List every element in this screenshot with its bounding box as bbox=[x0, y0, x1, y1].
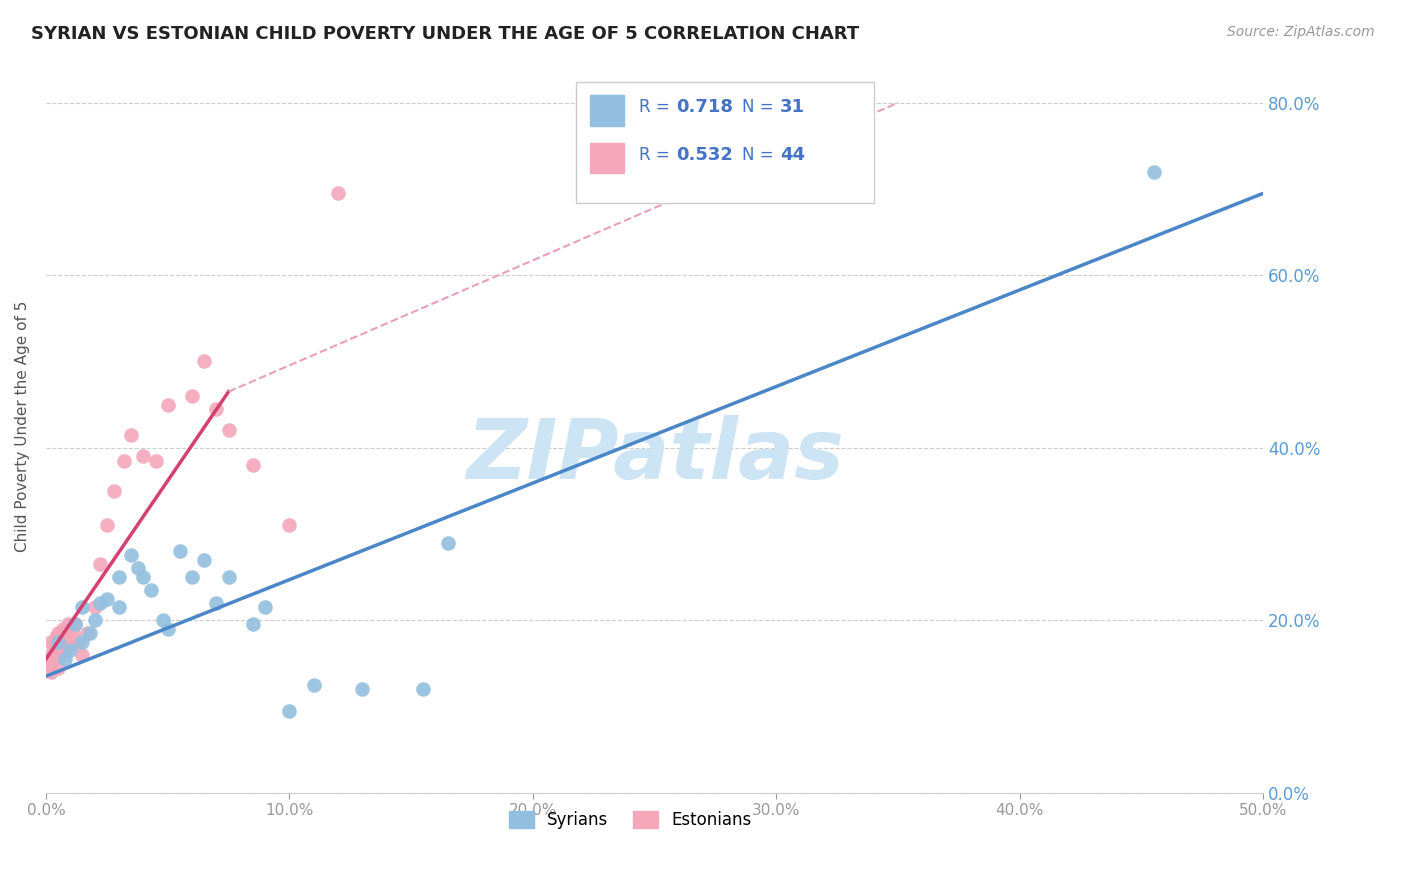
Text: N =: N = bbox=[742, 98, 779, 116]
Text: R =: R = bbox=[638, 98, 675, 116]
Point bbox=[72, 600, 94, 615]
Point bbox=[39, 634, 62, 648]
Point bbox=[46, 660, 69, 674]
Point bbox=[45, 631, 67, 645]
Point bbox=[39, 665, 62, 679]
Point bbox=[63, 617, 86, 632]
Point bbox=[326, 186, 349, 201]
Text: 31: 31 bbox=[780, 98, 806, 116]
Y-axis label: Child Poverty Under the Age of 5: Child Poverty Under the Age of 5 bbox=[15, 301, 30, 552]
FancyBboxPatch shape bbox=[575, 81, 873, 202]
Point bbox=[169, 544, 191, 558]
Point bbox=[66, 634, 89, 648]
Point bbox=[49, 634, 72, 648]
Point bbox=[181, 389, 204, 403]
Text: 44: 44 bbox=[780, 146, 806, 164]
Text: Source: ZipAtlas.com: Source: ZipAtlas.com bbox=[1227, 25, 1375, 39]
Text: 0.718: 0.718 bbox=[676, 98, 734, 116]
Point bbox=[42, 652, 65, 666]
Point bbox=[132, 570, 155, 584]
Text: ZIPatlas: ZIPatlas bbox=[465, 415, 844, 496]
Legend: Syrians, Estonians: Syrians, Estonians bbox=[502, 804, 759, 836]
Point bbox=[76, 626, 98, 640]
Point bbox=[52, 631, 75, 645]
Point bbox=[83, 600, 105, 615]
Text: SYRIAN VS ESTONIAN CHILD POVERTY UNDER THE AGE OF 5 CORRELATION CHART: SYRIAN VS ESTONIAN CHILD POVERTY UNDER T… bbox=[31, 25, 859, 43]
Point bbox=[46, 626, 69, 640]
Text: 0.532: 0.532 bbox=[676, 146, 734, 164]
Point bbox=[254, 600, 277, 615]
Point bbox=[59, 634, 82, 648]
Point bbox=[205, 401, 228, 416]
Point bbox=[218, 570, 240, 584]
Point bbox=[218, 424, 240, 438]
Point bbox=[302, 678, 325, 692]
Point bbox=[108, 570, 131, 584]
Point bbox=[242, 617, 264, 632]
Point bbox=[152, 613, 174, 627]
Point bbox=[145, 453, 167, 467]
Point bbox=[352, 682, 374, 697]
Point bbox=[139, 582, 162, 597]
Point bbox=[205, 596, 228, 610]
Point bbox=[193, 354, 215, 368]
Point bbox=[112, 453, 135, 467]
Point bbox=[49, 648, 72, 662]
Bar bbox=[591, 95, 624, 126]
Point bbox=[52, 622, 75, 636]
Point bbox=[1143, 165, 1166, 179]
Point bbox=[156, 398, 179, 412]
Point bbox=[46, 643, 69, 657]
Point bbox=[39, 648, 62, 662]
Point bbox=[120, 549, 142, 563]
Point bbox=[59, 622, 82, 636]
Point bbox=[45, 652, 67, 666]
Point bbox=[278, 704, 301, 718]
Point bbox=[72, 634, 94, 648]
Point bbox=[59, 643, 82, 657]
Point bbox=[46, 634, 69, 648]
Point bbox=[52, 643, 75, 657]
Text: N =: N = bbox=[742, 146, 779, 164]
Point bbox=[242, 458, 264, 472]
Point bbox=[55, 626, 77, 640]
Point bbox=[83, 613, 105, 627]
Point bbox=[56, 617, 79, 632]
Point bbox=[193, 553, 215, 567]
Point bbox=[89, 596, 111, 610]
Point bbox=[278, 518, 301, 533]
Point bbox=[96, 591, 118, 606]
Point bbox=[103, 483, 125, 498]
Point bbox=[108, 600, 131, 615]
Point bbox=[128, 561, 150, 575]
Point bbox=[436, 535, 458, 549]
Point bbox=[62, 626, 84, 640]
Text: R =: R = bbox=[638, 146, 675, 164]
Point bbox=[181, 570, 204, 584]
Point bbox=[412, 682, 434, 697]
Point bbox=[56, 639, 79, 653]
Bar bbox=[591, 143, 624, 173]
Point bbox=[63, 617, 86, 632]
Point bbox=[42, 639, 65, 653]
Point bbox=[55, 643, 77, 657]
Point bbox=[156, 622, 179, 636]
Point bbox=[120, 427, 142, 442]
Point bbox=[79, 626, 101, 640]
Point bbox=[37, 652, 59, 666]
Point bbox=[96, 518, 118, 533]
Point bbox=[55, 652, 77, 666]
Point bbox=[37, 660, 59, 674]
Point bbox=[89, 557, 111, 571]
Point bbox=[72, 648, 94, 662]
Point bbox=[132, 450, 155, 464]
